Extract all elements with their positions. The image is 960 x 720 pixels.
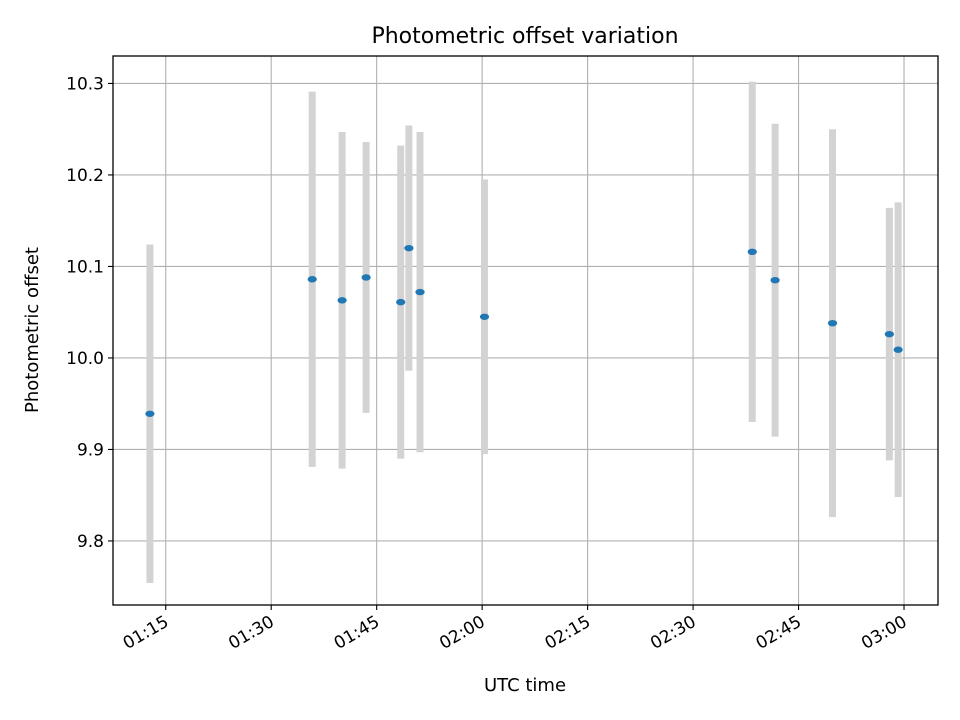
- data-point: [404, 244, 414, 252]
- y-axis-label: Photometric offset: [22, 247, 43, 413]
- y-tick-label: 10.0: [66, 349, 104, 369]
- x-axis-label: UTC time: [484, 675, 566, 696]
- data-point: [747, 248, 757, 256]
- data-point: [479, 313, 490, 320]
- data-point: [884, 330, 894, 338]
- y-tick-label: 10.1: [66, 257, 104, 277]
- chart-title: Photometric offset variation: [371, 24, 678, 49]
- data-point: [415, 288, 425, 296]
- data-point: [770, 276, 780, 284]
- y-tick-label: 10.3: [66, 74, 104, 94]
- data-point: [361, 274, 371, 281]
- data-point: [396, 298, 406, 306]
- data-point: [827, 319, 838, 327]
- y-tick-label: 9.8: [77, 532, 104, 552]
- y-tick-label: 9.9: [77, 440, 104, 460]
- plot-frame: [112, 55, 939, 606]
- y-tick-label: 10.2: [66, 166, 104, 186]
- gridlines: [113, 56, 938, 605]
- y-axis: 9.8 9.9 10.0 10.1 10.2 10.3: [66, 74, 113, 552]
- data-point: [893, 346, 903, 353]
- data-point: [337, 297, 347, 304]
- data-point: [145, 410, 155, 417]
- data-points: [145, 244, 903, 417]
- data-point: [307, 276, 317, 283]
